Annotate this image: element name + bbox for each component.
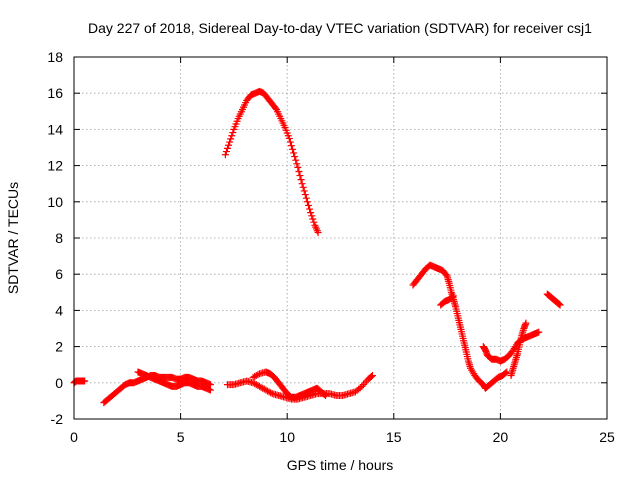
x-tick-label: 15: [386, 429, 402, 445]
y-tick-label: 8: [55, 230, 63, 246]
y-tick-label: 16: [47, 85, 63, 101]
y-tick-label: 14: [47, 121, 63, 137]
y-tick-label: -2: [51, 411, 64, 427]
y-tick-label: 18: [47, 49, 63, 65]
chart-container: 0 5 10 15 20 25 -2 0 2 4 6 8 10 12 14 16 18 Day 227 of 2…: [0, 0, 640, 480]
x-tick-label: 10: [279, 429, 295, 445]
x-tick-label: 5: [177, 429, 185, 445]
chart-svg: 0 5 10 15 20 25 -2 0 2 4 6 8 10 12 14 16 18 Day 227 of 2…: [0, 0, 640, 480]
y-tick-label: 2: [55, 339, 63, 355]
x-tick-label: 25: [599, 429, 615, 445]
x-axis-label: GPS time / hours: [287, 457, 394, 473]
chart-title: Day 227 of 2018, Sidereal Day-to-day VTE…: [88, 20, 592, 36]
y-tick-label: 12: [47, 158, 63, 174]
y-tick-label: 10: [47, 194, 63, 210]
y-tick-label: 0: [55, 375, 63, 391]
x-tick-label: 20: [493, 429, 509, 445]
y-tick-label: 6: [55, 266, 63, 282]
y-tick-label: 4: [55, 302, 63, 318]
chart-background: [0, 0, 640, 480]
y-axis-label: SDTVAR / TECUs: [5, 182, 21, 294]
x-tick-label: 0: [70, 429, 78, 445]
